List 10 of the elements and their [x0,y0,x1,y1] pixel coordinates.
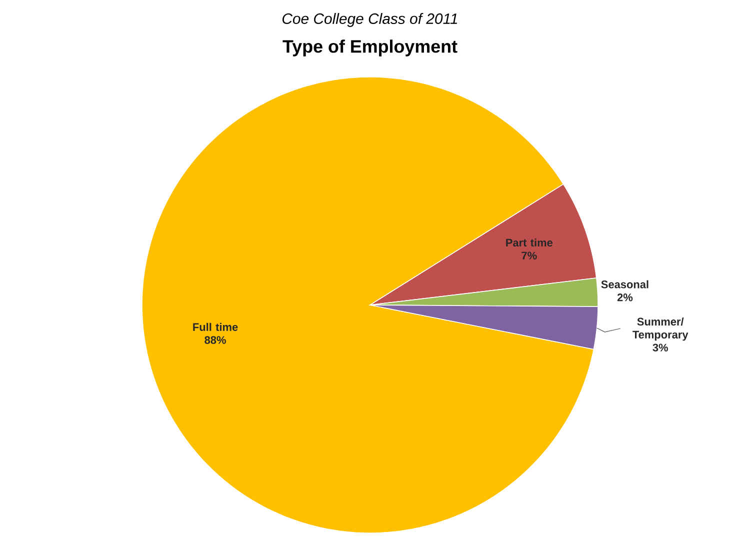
slice-label: Part time [506,238,553,247]
chart-subtitle: Coe College Class of 2011 [282,13,458,27]
chart-title: Type of Employment [282,40,458,56]
data-label: 7% [522,252,537,260]
data-label: 2% [617,294,633,302]
slice-label: Seasonal [601,280,648,288]
slice-label: Full time [193,322,238,331]
data-label: 3% [652,344,668,352]
data-label: 88% [204,336,226,344]
slice-label: Summer/ Temporary [632,318,688,341]
